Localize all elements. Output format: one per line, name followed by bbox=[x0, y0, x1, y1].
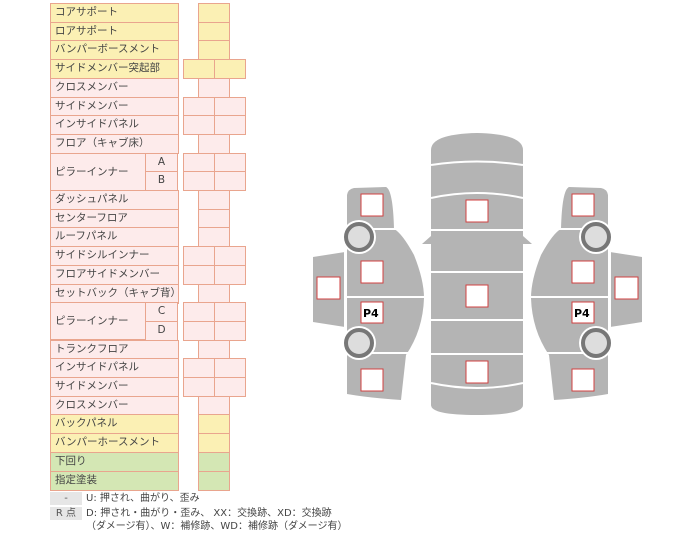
row-label: 指定塗装 bbox=[50, 471, 179, 491]
input-cell-right[interactable] bbox=[214, 59, 246, 79]
row-sublabel: C bbox=[145, 302, 178, 322]
marker-roof[interactable] bbox=[465, 199, 489, 223]
row-label: センターフロア bbox=[50, 209, 179, 229]
row-label: バックパネル bbox=[50, 414, 179, 434]
row-label: サイドシルインナー bbox=[50, 246, 179, 266]
row-label: ピラーインナー bbox=[50, 153, 146, 191]
marker-center[interactable] bbox=[465, 284, 489, 308]
row-sublabel: A bbox=[145, 153, 178, 173]
row-label: バンパーボースメント bbox=[50, 40, 179, 60]
input-cell[interactable] bbox=[198, 471, 230, 491]
top-view bbox=[422, 133, 532, 415]
legend-key-r: R 点 bbox=[50, 507, 82, 520]
left-side-view bbox=[311, 185, 426, 402]
row-label: フロアサイドメンバー bbox=[50, 265, 179, 285]
input-cell-right[interactable] bbox=[214, 321, 246, 341]
row-label: バンパーホースメント bbox=[50, 433, 179, 453]
input-cell-right[interactable] bbox=[214, 171, 246, 191]
row-label: サイドメンバー突起部 bbox=[50, 59, 179, 79]
row-label: クロスメンバー bbox=[50, 78, 179, 98]
input-cell-right[interactable] bbox=[214, 265, 246, 285]
marker-rear[interactable] bbox=[465, 360, 489, 384]
row-label: インサイドパネル bbox=[50, 115, 179, 135]
row-label: フロア（キャブ床） bbox=[50, 134, 179, 154]
row-label: ピラーインナー bbox=[50, 302, 146, 340]
row-label: クロスメンバー bbox=[50, 396, 179, 416]
legend-text-w: （ダメージ有）、W：補修跡、WD：補修跡（ダメージ有） bbox=[86, 521, 348, 532]
legend-key-dash: - bbox=[50, 492, 82, 505]
row-label: サイドメンバー bbox=[50, 97, 179, 117]
legend-text-u: U: 押され、曲がり、歪み bbox=[86, 493, 200, 504]
left-p4-label: P4 bbox=[363, 307, 379, 320]
right-side-view bbox=[529, 185, 644, 402]
legend-text-d: D: 押され・曲がり・歪み、 XX：交換跡、XD：交換跡 bbox=[86, 508, 332, 519]
input-cell-right[interactable] bbox=[214, 115, 246, 135]
right-p4-label: P4 bbox=[574, 307, 590, 320]
input-cell-right[interactable] bbox=[214, 377, 246, 397]
